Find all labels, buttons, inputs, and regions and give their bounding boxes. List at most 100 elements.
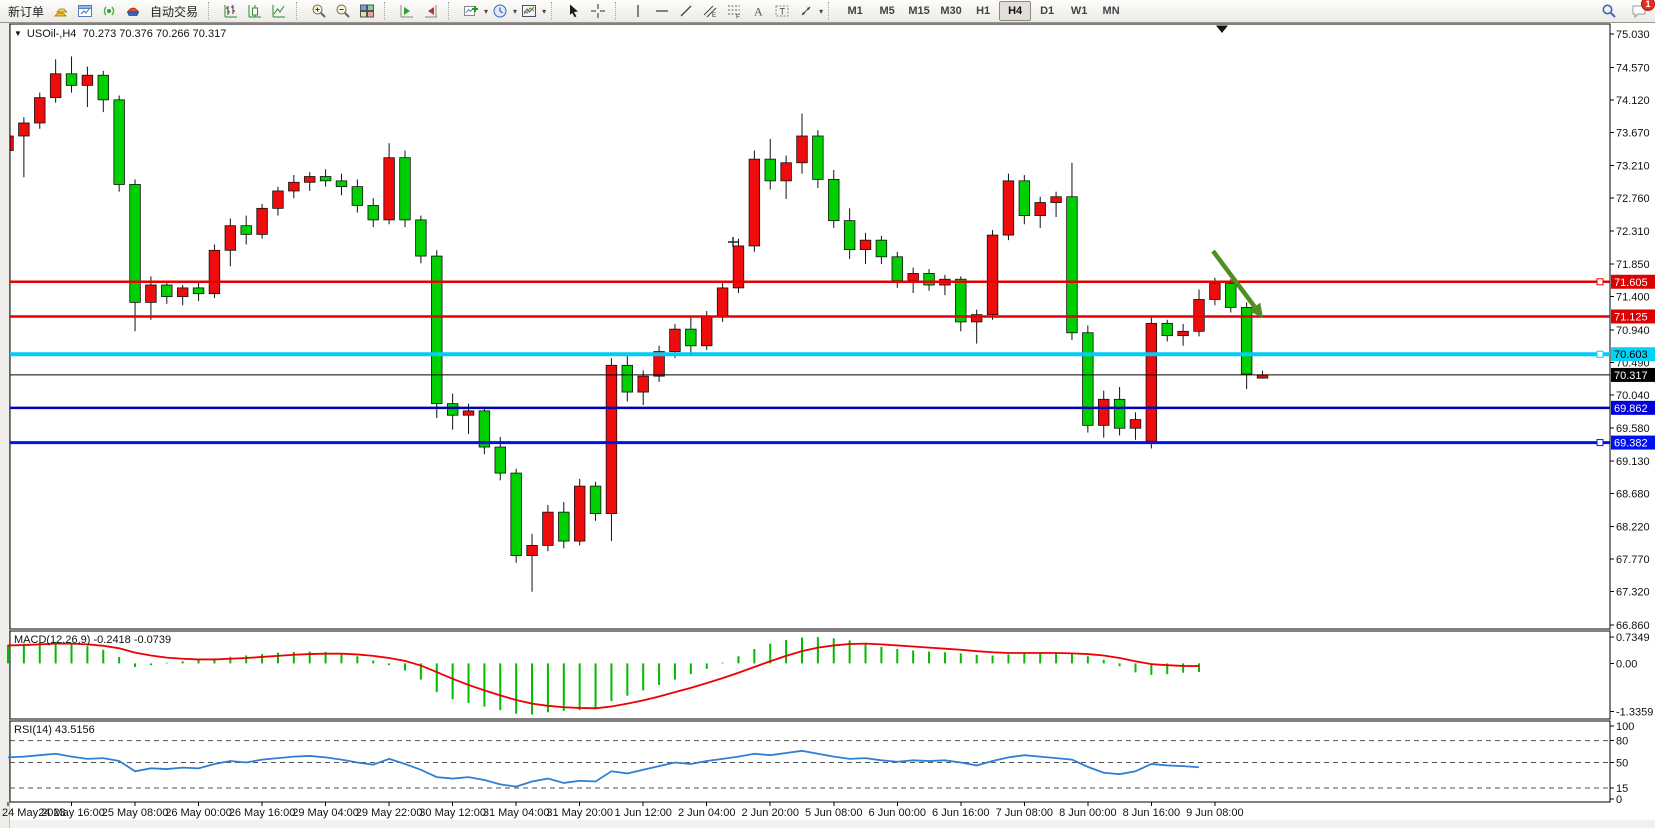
line-handle[interactable] (1596, 439, 1604, 447)
candle-down (891, 256, 903, 282)
toolbar: 新订单 自动交易 (0, 0, 1655, 23)
candle-down (399, 157, 411, 221)
chart-shift-marker[interactable] (1216, 25, 1228, 34)
candle-down (1018, 180, 1031, 216)
line-chart-icon[interactable] (267, 1, 291, 21)
time-tick-label: 31 May 20:00 (546, 807, 613, 819)
candle-up (701, 316, 713, 347)
dropdown-arrow-icon[interactable]: ▾ (819, 6, 824, 16)
time-tick-label: 30 May 12:00 (419, 807, 486, 819)
timeframe-button-H4[interactable]: H4 (999, 1, 1032, 21)
search-icon[interactable] (1597, 1, 1621, 21)
candle-down (923, 273, 935, 286)
text-icon[interactable]: A (746, 1, 770, 21)
macd-tick-label: -1.3359 (1616, 706, 1653, 718)
candle-down (1066, 196, 1078, 334)
candle-up (18, 122, 30, 137)
arrow-annotation-head[interactable] (1249, 302, 1263, 318)
timeframe-button-M5[interactable]: M5 (879, 5, 895, 17)
candle-up (970, 314, 983, 323)
symbols-icon[interactable] (49, 1, 73, 21)
candle-down (319, 176, 332, 182)
timeframe-button-M30[interactable]: M30 (940, 5, 962, 17)
candle-down (478, 410, 491, 448)
bar-chart-icon[interactable] (219, 1, 243, 21)
line-handle[interactable] (1596, 278, 1604, 286)
candle-up (288, 181, 300, 192)
time-tick-label: 26 May 00:00 (165, 807, 232, 819)
timeframe-button-MN[interactable]: MN (1102, 5, 1120, 17)
price-tag (1611, 367, 1655, 382)
candle-up (637, 375, 649, 393)
candle-up (49, 73, 62, 99)
crosshair-icon[interactable] (586, 1, 610, 21)
candle-up (145, 284, 157, 303)
dropdown-arrow-icon[interactable]: ▾ (484, 6, 489, 16)
candle-up (81, 74, 94, 86)
line-handle[interactable] (1596, 350, 1604, 358)
candle-down (1240, 307, 1253, 375)
timeframe-button-W1[interactable]: W1 (1070, 5, 1088, 17)
arrows-tool-icon[interactable] (794, 1, 818, 21)
candle-up (272, 190, 284, 209)
chart-template-icon[interactable] (517, 1, 541, 21)
gold-bars-icon (54, 8, 68, 17)
pane-frame (9, 720, 1611, 803)
arrow-annotation[interactable] (1211, 249, 1257, 309)
horizontal-line-icon[interactable] (650, 1, 674, 21)
svg-text:A: A (754, 5, 763, 19)
fibonacci-icon[interactable]: F (722, 1, 746, 21)
auto-scroll-icon[interactable] (419, 1, 443, 21)
add-indicator-icon[interactable] (459, 1, 483, 21)
autotrading-icon[interactable] (121, 1, 145, 21)
text-label-icon[interactable]: T (770, 1, 794, 21)
rsi-tick-label: 80 (1616, 736, 1628, 748)
candle-down (494, 446, 506, 474)
price-tick-label: 66.860 (1616, 620, 1650, 632)
notifications-icon[interactable]: 1 (1627, 0, 1655, 21)
zoom-out-icon[interactable] (331, 1, 355, 21)
candle-up (1050, 196, 1062, 203)
candle-up (780, 162, 792, 182)
candle-up (542, 511, 554, 546)
chart-shift-icon[interactable] (395, 1, 419, 21)
timeframe-button-H1[interactable]: H1 (976, 5, 991, 17)
price-tick-label: 69.580 (1616, 423, 1650, 435)
time-tick-label: 9 Jun 08:00 (1186, 807, 1244, 819)
timeframe-toolbar: M1 M5 M15 M30 H1 H4 D1 W1 MN (836, 0, 1130, 22)
vertical-line-icon[interactable] (626, 1, 650, 21)
candle-down (1082, 332, 1094, 426)
timeframe-button-M1[interactable]: M1 (847, 5, 863, 17)
candle-up (605, 364, 618, 514)
equidistant-channel-icon[interactable]: E (698, 1, 722, 21)
toolbar-separator (615, 2, 621, 20)
time-tick-label: 31 May 04:00 (483, 807, 550, 819)
zoom-in-icon[interactable] (307, 1, 331, 21)
trendline-icon[interactable] (674, 1, 698, 21)
one-click-trading-toggle-icon[interactable]: ▼ (14, 29, 22, 38)
chart-window-icon[interactable] (73, 1, 97, 21)
candle-up (1129, 419, 1142, 429)
candle-up (653, 351, 665, 377)
toolbar-separator (384, 2, 390, 20)
timeframe-button-M15[interactable]: M15 (908, 5, 930, 17)
timeframe-button-D1[interactable]: D1 (1040, 5, 1055, 17)
signal-icon[interactable] (97, 1, 121, 21)
candle-up (34, 97, 46, 124)
price-tag (1611, 435, 1655, 450)
time-tick-label: 2 Jun 20:00 (741, 807, 799, 819)
tile-windows-icon[interactable] (355, 1, 379, 21)
dropdown-arrow-icon[interactable]: ▾ (542, 6, 547, 16)
dropdown-arrow-icon[interactable]: ▾ (513, 6, 518, 16)
autotrading-button[interactable]: 自动交易 (150, 4, 199, 19)
periods-clock-icon[interactable] (488, 1, 512, 21)
cursor-icon[interactable] (562, 1, 586, 21)
candle-down (621, 364, 634, 393)
candle-down (335, 180, 348, 188)
price-tick-label: 69.130 (1616, 456, 1650, 468)
macd-signal-line (7, 642, 1200, 710)
rsi-indicator-label: RSI(14) 43.5156 (14, 724, 95, 736)
new-order-button[interactable]: 新订单 (8, 4, 45, 19)
candlestick-chart-icon[interactable] (243, 1, 267, 21)
